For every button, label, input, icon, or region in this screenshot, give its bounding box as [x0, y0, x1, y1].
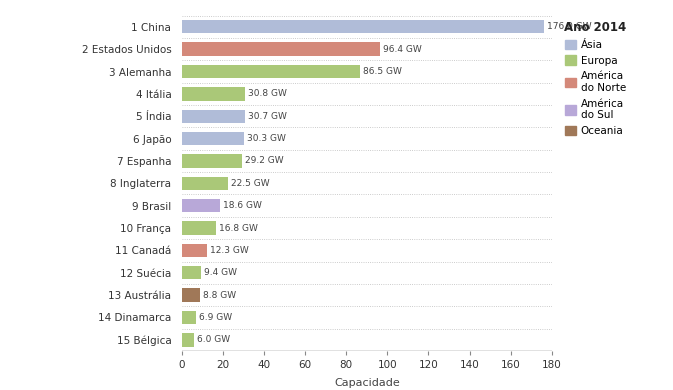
Text: 176.0 GW: 176.0 GW [546, 22, 592, 31]
Bar [182, 244, 207, 257]
X-axis label: Capacidade: Capacidade [334, 378, 400, 388]
Text: 96.4 GW: 96.4 GW [383, 44, 422, 54]
Text: 30.3 GW: 30.3 GW [247, 134, 286, 143]
Bar [182, 177, 228, 190]
Bar [182, 132, 244, 145]
Bar [182, 65, 359, 78]
Text: 12.3 GW: 12.3 GW [210, 246, 249, 255]
Text: 6.9 GW: 6.9 GW [199, 313, 232, 322]
Legend: Ásia, Europa, América
do Norte, América
do Sul, Oceania: Ásia, Europa, América do Norte, América … [565, 21, 627, 136]
Bar [182, 199, 220, 213]
Bar [182, 20, 544, 34]
Bar [182, 266, 201, 280]
Text: 16.8 GW: 16.8 GW [219, 223, 258, 232]
Text: 6.0 GW: 6.0 GW [197, 335, 230, 344]
Text: 8.8 GW: 8.8 GW [203, 291, 236, 300]
Text: 22.5 GW: 22.5 GW [231, 179, 270, 188]
Bar [182, 87, 245, 101]
Bar [182, 333, 194, 347]
Text: 30.8 GW: 30.8 GW [248, 89, 287, 98]
Text: 30.7 GW: 30.7 GW [248, 112, 287, 121]
Text: 18.6 GW: 18.6 GW [223, 201, 262, 210]
Text: 29.2 GW: 29.2 GW [245, 156, 283, 165]
Bar [182, 221, 216, 235]
Bar [182, 43, 380, 56]
Bar [182, 311, 196, 324]
Text: 9.4 GW: 9.4 GW [204, 268, 237, 277]
Text: 86.5 GW: 86.5 GW [363, 67, 402, 76]
Bar [182, 288, 200, 302]
Bar [182, 110, 245, 123]
Bar [182, 154, 242, 168]
